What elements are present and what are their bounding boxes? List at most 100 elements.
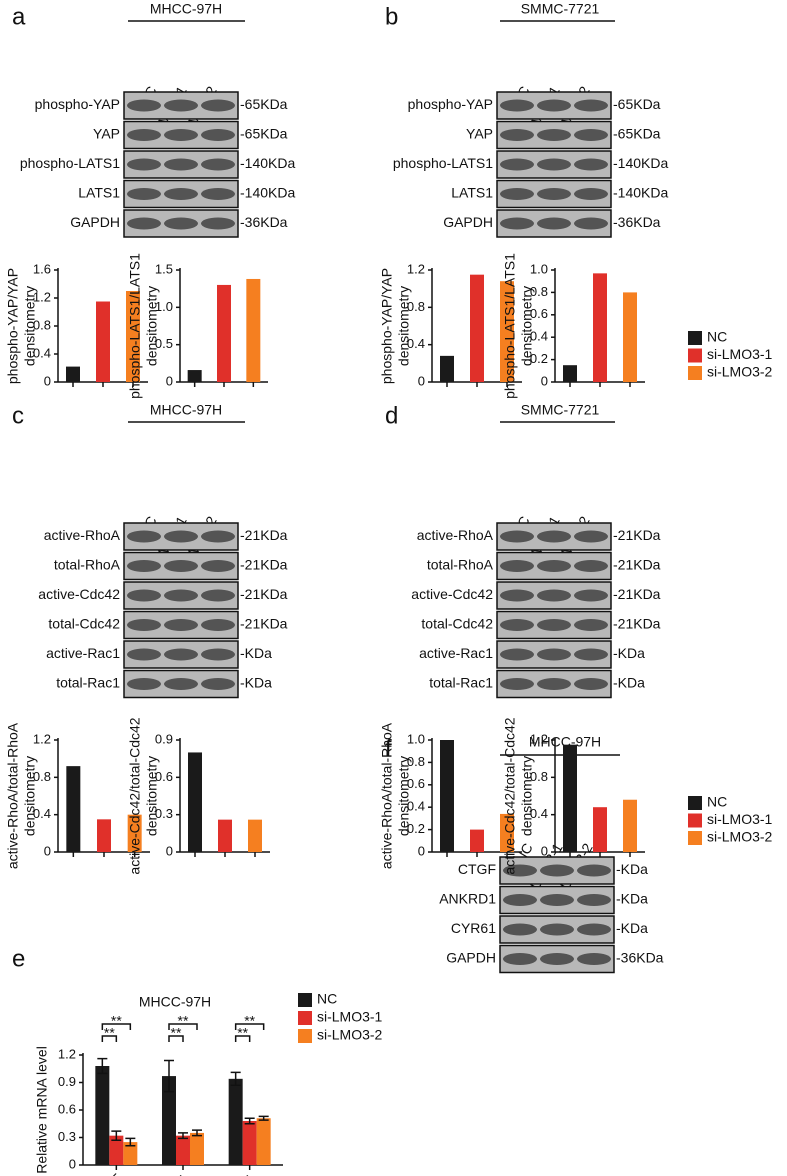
- blot-band: [537, 99, 571, 112]
- blot-band: [537, 530, 571, 543]
- y-tick-label: 0.8: [530, 769, 548, 784]
- blot-label: CTGF: [458, 861, 496, 877]
- blot-size: -KDa: [240, 675, 272, 691]
- blot-size: -21KDa: [613, 586, 661, 602]
- blot-band: [503, 953, 537, 965]
- y-axis-label: densitometry: [396, 286, 412, 366]
- legend-swatch: [688, 813, 702, 828]
- bar: [217, 284, 231, 382]
- blot-band: [201, 99, 235, 112]
- blot-size: -36KDa: [240, 214, 288, 230]
- blot-band: [577, 864, 611, 877]
- blot-band: [537, 678, 571, 690]
- blot-label: phospho-LATS1: [20, 155, 120, 171]
- blot-band: [127, 530, 161, 543]
- significance-bracket: [101, 1023, 132, 1030]
- blot-band: [127, 188, 161, 200]
- blot-band: [574, 217, 608, 230]
- y-tick-label: 0.3: [58, 1129, 76, 1144]
- bar: [256, 1118, 271, 1165]
- blot-size: -140KDa: [240, 185, 295, 201]
- blot-size: -KDa: [240, 645, 272, 661]
- y-tick-label: 0: [418, 373, 425, 388]
- y-axis-label: densitometry: [144, 756, 160, 836]
- bar: [95, 1066, 110, 1165]
- blot-band: [201, 648, 235, 661]
- significance-label: **: [104, 1025, 115, 1041]
- blot-label: phospho-YAP: [408, 96, 493, 112]
- legend-label: NC: [707, 794, 727, 810]
- blot-band: [164, 678, 198, 690]
- legend-swatch: [688, 348, 702, 363]
- y-tick-label: 0.6: [58, 1101, 76, 1116]
- y-tick-label: 0.6: [155, 769, 173, 784]
- blot-size: -65KDa: [240, 126, 288, 142]
- significance-bracket: [168, 1023, 198, 1030]
- y-axis-label: phospho-LATS1/LATS1: [127, 253, 143, 399]
- legend-swatch: [688, 831, 702, 845]
- blot-label: YAP: [466, 126, 493, 142]
- blot-band: [574, 530, 608, 543]
- y-tick-label: 0: [418, 843, 425, 858]
- y-tick-label: 0: [541, 843, 548, 858]
- blot-size: -21KDa: [240, 527, 288, 543]
- blot-band: [574, 648, 608, 661]
- legend-label: si-LMO3-2: [707, 364, 773, 380]
- y-tick-label: 1.2: [33, 289, 51, 304]
- y-tick-label: 0.9: [155, 731, 173, 746]
- blot-size: -36KDa: [613, 214, 661, 230]
- legend-label: si-LMO3-1: [707, 811, 773, 827]
- legend-label: NC: [707, 329, 727, 345]
- bar: [109, 1135, 124, 1165]
- blot-band: [500, 619, 534, 631]
- error-bar: [111, 1130, 122, 1141]
- blot-band: [127, 99, 161, 112]
- blot-band: [127, 678, 161, 690]
- blot-band: [500, 99, 534, 112]
- blot-size: -140KDa: [240, 155, 295, 171]
- bar: [593, 807, 607, 852]
- legend-label: NC: [317, 991, 337, 1007]
- y-tick-label: 0.4: [33, 806, 51, 821]
- blot-label: LATS1: [451, 185, 493, 201]
- blot-band: [164, 129, 198, 141]
- y-tick-label: 0.3: [155, 806, 173, 821]
- blot-label: active-RhoA: [44, 527, 121, 543]
- x-tick-label: CYR61: [215, 1170, 258, 1176]
- blot-band: [577, 923, 611, 936]
- blot-band: [537, 619, 571, 631]
- blot-band: [127, 217, 161, 230]
- blot-band: [201, 589, 235, 602]
- significance-label: **: [178, 1013, 189, 1029]
- blot-label: active-Cdc42: [411, 586, 493, 602]
- blot-band: [574, 188, 608, 200]
- error-bar: [164, 1059, 174, 1093]
- blot-band: [500, 188, 534, 200]
- y-tick-label: 0.8: [33, 769, 51, 784]
- blot-size: -140KDa: [613, 185, 668, 201]
- blot-label: phospho-LATS1: [393, 155, 493, 171]
- blot-band: [500, 129, 534, 141]
- bar: [66, 366, 80, 382]
- blot-band: [574, 560, 608, 572]
- cell-line: SMMC-7721: [521, 402, 600, 418]
- blot-band: [577, 953, 611, 965]
- y-axis-label: densitometry: [519, 756, 535, 836]
- y-tick-label: 1.2: [58, 1046, 76, 1061]
- legend-label: si-LMO3-2: [707, 829, 773, 845]
- bar: [218, 819, 232, 852]
- blot-band: [164, 619, 198, 631]
- blot-size: -KDa: [613, 675, 645, 691]
- blot-band: [500, 158, 534, 171]
- bar: [593, 273, 607, 382]
- blot-band: [503, 864, 537, 877]
- blot-band: [500, 530, 534, 543]
- cell-line: MHCC-97H: [150, 1, 222, 17]
- legend-swatch: [298, 993, 312, 1007]
- blot-label: total-Rac1: [429, 675, 493, 691]
- panel-letter: d: [385, 402, 398, 429]
- blot-band: [574, 129, 608, 141]
- bar: [242, 1121, 257, 1165]
- blot-label: CYR61: [451, 920, 496, 936]
